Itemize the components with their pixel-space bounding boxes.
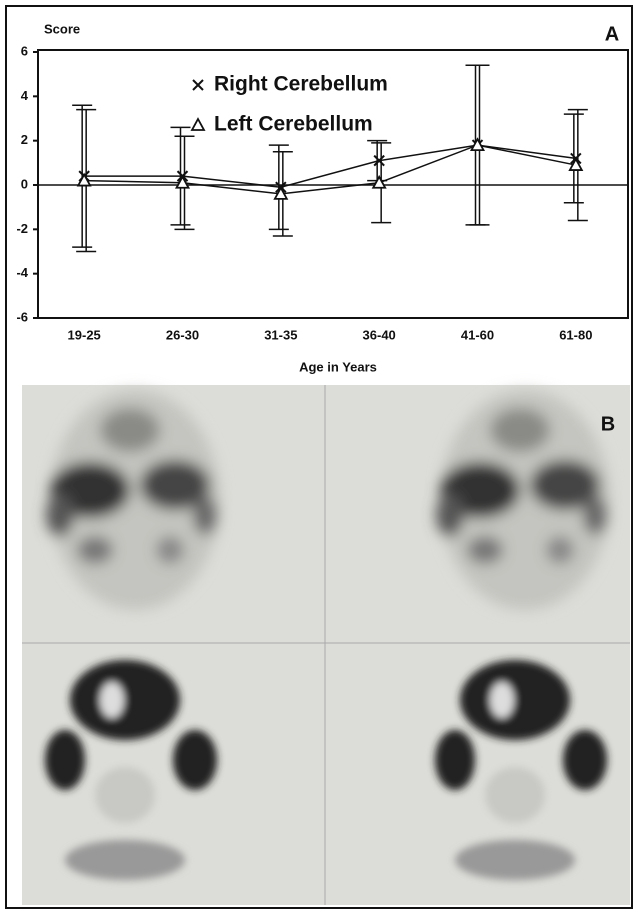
x-tick-label: 36-40 (363, 327, 396, 342)
y-tick-label: -4 (16, 265, 28, 280)
y-axis-label: Score (44, 21, 80, 36)
x-tick-label: 19-25 (68, 327, 101, 342)
panel-label: B (601, 413, 615, 435)
marker-triangle (568, 157, 584, 171)
y-tick-label: 2 (21, 132, 28, 147)
scan-bottom-right (435, 660, 607, 880)
legend-marker (190, 117, 206, 131)
error-bar (170, 126, 191, 226)
legend-label: Right Cerebellum (214, 73, 388, 96)
x-axis-label: Age in Years (299, 359, 377, 374)
series-line (84, 144, 576, 188)
x-tick-label: 41-60 (461, 327, 494, 342)
error-bar (268, 144, 289, 231)
y-tick-label: -6 (16, 309, 28, 324)
legend-entry: Right Cerebellum (192, 73, 388, 96)
marker-triangle (469, 137, 486, 151)
y-tick-label: 4 (21, 88, 29, 103)
series-line (84, 144, 576, 195)
scan-bottom-left (45, 660, 217, 880)
panel-label: A (605, 23, 619, 45)
scan-top-left (46, 390, 220, 610)
x-tick-label: 61-80 (559, 327, 592, 342)
marker-triangle (76, 172, 92, 187)
scan-top-right (436, 390, 610, 610)
x-tick-label: 26-30 (166, 327, 199, 342)
legend-marker (192, 79, 204, 91)
y-tick-label: 6 (21, 43, 28, 58)
marker-triangle (371, 174, 387, 189)
y-tick-label: -2 (16, 221, 28, 236)
error-bar (72, 104, 93, 248)
x-tick-label: 31-35 (264, 327, 297, 342)
plot: -6 -4 -2 0 2 4 6 19-25 26-30 31-35 36-40 41-60 61-80… (16, 43, 628, 342)
marker-triangle (273, 185, 289, 200)
panel-b-images: B (22, 385, 630, 905)
error-bar (563, 113, 584, 204)
marker-x (373, 154, 385, 167)
y-tick-label: 0 (21, 176, 28, 191)
legend-entry: Left Cerebellum (190, 113, 373, 136)
marker-triangle (174, 174, 191, 189)
legend-label: Left Cerebellum (214, 113, 373, 136)
